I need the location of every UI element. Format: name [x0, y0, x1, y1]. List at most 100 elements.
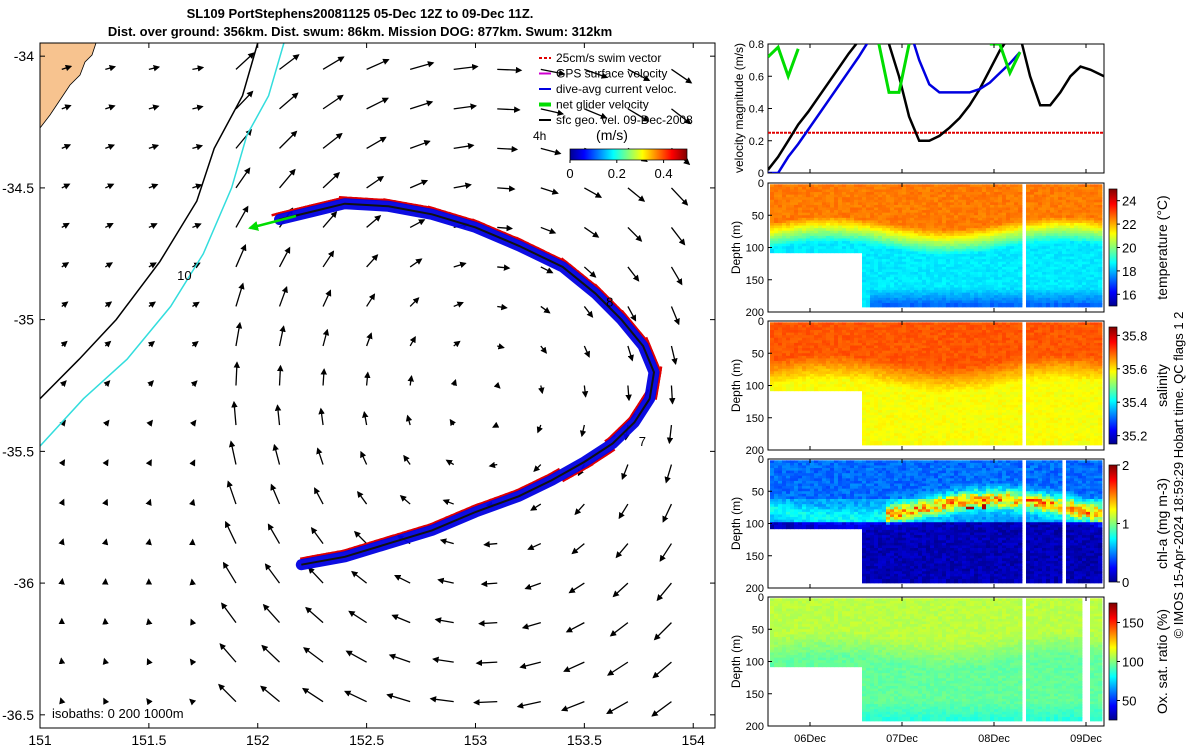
sfc-vector-arrow	[146, 618, 153, 626]
sfc-vector-arrow	[189, 419, 197, 427]
sfc-vector-arrow	[362, 411, 369, 426]
sfc-vector-arrow	[497, 145, 519, 153]
sfc-vector-arrow	[148, 143, 160, 151]
colorbar-tick-label: 0	[566, 166, 573, 181]
sfc-vector-arrow	[536, 424, 543, 434]
sfc-vector-arrow	[235, 167, 251, 189]
sfc-vector-arrow	[670, 266, 683, 286]
sfc-vector-arrow	[190, 618, 197, 626]
sfc-vector-arrow	[453, 301, 464, 308]
map-ytick-label: -35.5	[2, 443, 34, 459]
sfc-vector-arrow	[652, 661, 672, 679]
sfc-vector-arrow	[274, 404, 282, 426]
colorbar-tick-label: 2	[1122, 458, 1129, 473]
sfc-vector-arrow	[606, 701, 629, 715]
sfc-vector-arrow	[104, 301, 113, 308]
sfc-vector-arrow	[102, 657, 109, 665]
sfc-vector-arrow	[583, 226, 600, 238]
sfc-vector-arrow	[188, 498, 196, 507]
sfc-vector-arrow	[666, 424, 674, 445]
sfc-vector-arrow	[615, 543, 629, 559]
sfc-vector-arrow	[540, 345, 548, 354]
sfc-vector-arrow	[148, 301, 156, 308]
sfc-vector-arrow	[189, 658, 197, 666]
sfc-vector-arrow	[218, 683, 237, 703]
sfc-vector-arrow	[105, 64, 117, 72]
sfc-vector-arrow	[279, 130, 298, 149]
sfc-vector-arrow	[305, 606, 324, 624]
sfc-vector-arrow	[322, 94, 344, 110]
sfc-vector-arrow	[235, 321, 243, 347]
colorbar-label: salinity	[1154, 364, 1170, 407]
time-marker-label: 4h	[533, 129, 546, 143]
velocity-ytick-label: 0.6	[749, 71, 764, 83]
sfc-vector-arrow	[222, 561, 237, 584]
sfc-vector-arrow	[189, 459, 196, 467]
time-tick-label: 06Dec	[794, 733, 826, 745]
legend-label: GPS surface velocity	[556, 67, 667, 81]
sfc-vector-arrow	[189, 578, 196, 586]
depth-tick-label: 100	[746, 243, 764, 255]
velocity-panel: 0 0.2 0.4 0.6 0.8 velocity magnitude (m/s)	[732, 39, 1105, 180]
depth-tick-label: 150	[746, 275, 764, 287]
sfc-vector-arrow	[581, 385, 589, 398]
sfc-vector-arrow	[480, 580, 498, 588]
salinity-panel: 0 50 100 150 200 Depth (m) 35.2 35.4 35.6 35.8 sal…	[729, 316, 1170, 457]
sfc-vector-arrow	[366, 293, 376, 307]
velocity-series-line	[768, 44, 1104, 171]
sfc-vector-arrow	[473, 699, 498, 706]
sfc-vector-arrow	[58, 577, 65, 585]
sfc-vector-arrow	[60, 340, 68, 348]
sfc-vector-arrow	[475, 659, 498, 667]
sfc-vector-arrow	[102, 498, 109, 506]
temperature-panel: 0 50 100 150 200 Depth (m) 16 18 20 22 24 temperatu…	[729, 178, 1170, 319]
map-xtick-label: 151	[28, 732, 52, 748]
sfc-vector-arrow	[231, 400, 238, 426]
sfc-vector-arrow	[409, 140, 431, 149]
sfc-vector-arrow	[540, 147, 562, 156]
sfc-vector-arrow	[497, 303, 508, 311]
colorbar-tick-label: 0.2	[608, 166, 626, 181]
sfc-vector-arrow	[302, 687, 324, 703]
map-xtick-label: 153.5	[567, 732, 602, 748]
sfc-vector-arrow	[516, 701, 541, 709]
map-legend: 25cm/s swim vector GPS surface velocitydi…	[539, 51, 693, 127]
velocity-series-line	[768, 44, 1021, 173]
colorbar-unit-label: (m/s)	[596, 127, 628, 143]
sfc-vector-arrow	[386, 693, 411, 703]
sfc-vector-arrow	[533, 464, 542, 473]
sfc-vector-arrow	[627, 68, 651, 82]
colorbar-label: chl-a (mg m-3)	[1154, 478, 1170, 569]
sfc-vector-arrow	[58, 498, 65, 506]
sfc-vector-arrow	[497, 66, 523, 74]
colorbar-tick-label: 150	[1122, 616, 1144, 631]
land-patch	[40, 43, 97, 129]
sfc-vector-arrow	[276, 364, 284, 386]
sfc-vector-arrow	[656, 582, 672, 602]
section-colorbar	[1108, 464, 1118, 583]
sfc-vector-arrow	[272, 443, 281, 465]
sfc-vector-arrow	[366, 136, 387, 149]
sfc-vector-arrow	[278, 325, 286, 347]
sfc-vector-arrow	[540, 226, 557, 235]
sfc-vector-arrow	[497, 185, 516, 192]
isobath-note: isobaths: 0 200 1000m	[52, 706, 184, 721]
sfc-vector-arrow	[403, 454, 411, 465]
sfc-vector-arrow	[105, 143, 116, 151]
sfc-vector-arrow	[322, 328, 330, 347]
sfc-vector-arrow	[583, 306, 594, 318]
depth-tick-label: 100	[746, 657, 764, 669]
depth-tick-label: 0	[758, 316, 764, 328]
sfc-vector-arrow	[668, 385, 676, 405]
sfc-vector-arrow	[264, 563, 281, 584]
section-cells	[770, 184, 1103, 308]
sfc-vector-arrow	[540, 305, 551, 314]
sfc-vector-arrow	[303, 647, 324, 663]
sfc-vector-arrow	[260, 685, 280, 703]
sfc-vector-arrow	[366, 58, 390, 70]
sfc-vector-arrow	[394, 575, 411, 584]
sfc-vector-arrow	[583, 266, 597, 278]
depth-axis-label: Depth (m)	[729, 497, 743, 550]
sfc-vector-arrow	[235, 244, 247, 268]
